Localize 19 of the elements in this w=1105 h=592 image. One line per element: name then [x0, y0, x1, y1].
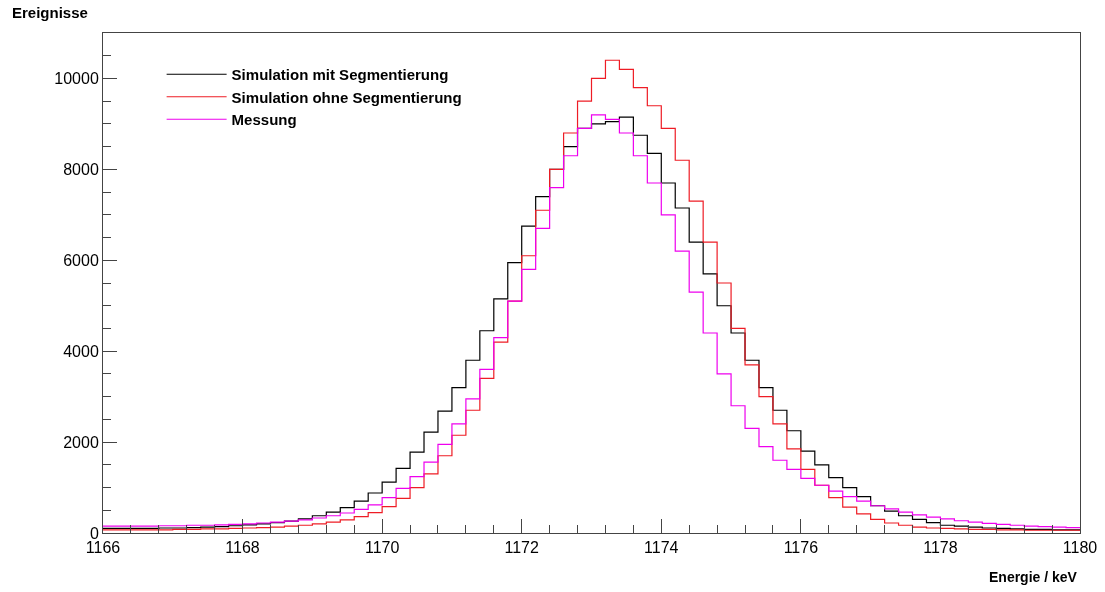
x-tick-label: 1172 — [504, 539, 540, 557]
y-tick-label: 4000 — [63, 342, 99, 360]
x-tick-label: 1168 — [225, 539, 260, 557]
x-tick-label: 1176 — [783, 539, 819, 557]
legend-label: Simulation mit Segmentierung — [231, 66, 449, 84]
x-tick-label: 1174 — [644, 539, 679, 557]
y-axis-title: Ereignisse — [12, 4, 88, 21]
y-tick-label: 2000 — [63, 433, 99, 451]
legend-label: Messung — [231, 111, 297, 129]
x-tick-label: 1180 — [1062, 539, 1098, 557]
x-axis-title: Energie / keV — [989, 569, 1078, 585]
x-tick-label: 1166 — [85, 539, 121, 557]
y-tick-label: 0 — [89, 524, 99, 542]
y-tick-label: 8000 — [63, 160, 99, 178]
y-tick-label: 6000 — [63, 251, 99, 269]
x-tick-label: 1178 — [923, 539, 958, 557]
x-tick-label: 1170 — [364, 539, 400, 557]
legend-label: Simulation ohne Segmentierung — [231, 88, 462, 106]
y-tick-label: 10000 — [54, 70, 99, 88]
